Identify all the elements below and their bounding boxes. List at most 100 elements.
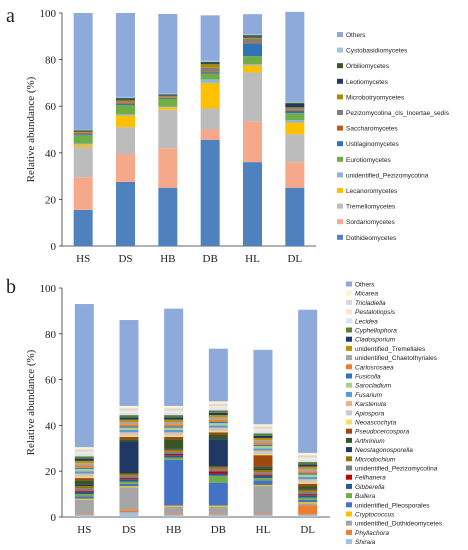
panel-label: b: [6, 276, 16, 298]
bar-segment: [119, 478, 139, 480]
legend-label: Sarocladium: [355, 383, 392, 390]
bar-segment: [164, 432, 184, 434]
bar-segment: [253, 513, 273, 515]
bar-segment: [298, 466, 318, 469]
bar-segment: [158, 148, 178, 188]
bar-segment: [298, 499, 318, 503]
bar-segment: [119, 410, 139, 413]
bar-segment: [164, 505, 184, 507]
bar-segment: [243, 14, 262, 34]
bar-segment: [253, 428, 273, 432]
legend-swatch: [346, 428, 352, 434]
bar-segment: [73, 129, 93, 131]
legend-swatch: [337, 172, 343, 178]
bar-segment: [298, 488, 318, 490]
legend-swatch: [346, 401, 352, 407]
bar-segment: [298, 476, 318, 480]
x-tick-label: DS: [118, 253, 132, 265]
bar-segment: [243, 162, 262, 246]
legend-swatch: [346, 336, 352, 342]
bar-segment: [243, 65, 262, 73]
bar-segment: [73, 134, 93, 136]
y-tick-label: 0: [51, 512, 57, 524]
bar-segment: [243, 37, 262, 39]
legend-swatch: [346, 318, 352, 324]
bar-segment: [208, 482, 228, 506]
bar-segment: [243, 56, 262, 65]
bar-segment: [243, 121, 262, 163]
bar-segment: [298, 503, 318, 506]
bar-segment: [116, 102, 135, 104]
bar-segment: [119, 486, 139, 488]
x-tick-label: HL: [256, 524, 271, 536]
legend-label: Bullera: [355, 493, 376, 500]
bar-segment: [119, 439, 139, 442]
bar-segment: [116, 153, 135, 182]
bar-segment: [298, 480, 318, 483]
bar-segment: [158, 94, 178, 96]
bar-segment: [119, 408, 139, 411]
bar-segment: [200, 64, 220, 68]
bar-segment: [119, 405, 139, 409]
bar-segment: [253, 472, 273, 475]
x-tick-label: HB: [160, 253, 175, 265]
legend-label: Saccharomycetes: [346, 126, 398, 133]
legend-swatch: [346, 502, 352, 508]
bar-segment: [164, 449, 184, 452]
bar-segment: [298, 309, 318, 453]
bar-segment: [253, 349, 273, 425]
bar-segment: [74, 490, 94, 492]
bar-segment: [200, 60, 220, 62]
bar-segment: [208, 412, 228, 416]
y-tick-label: 40: [45, 148, 57, 160]
bar-segment: [298, 468, 318, 472]
bar-segment: [119, 435, 139, 437]
bar-segment: [73, 130, 93, 132]
bar-segment: [208, 415, 228, 418]
bar-segment: [285, 103, 305, 108]
legend-label: unidentified_Dothideomycetes: [355, 521, 443, 528]
bar-segment: [253, 433, 273, 436]
legend-label: Pseudocercospora: [355, 429, 410, 436]
legend-label: Lecanoromycetes: [346, 188, 398, 195]
bar-segment: [253, 486, 273, 514]
bar-segment: [116, 100, 135, 102]
bar-segment: [158, 187, 178, 246]
bar-segment: [200, 108, 220, 130]
bar-segment: [164, 506, 184, 514]
legend-label: Shiraia: [355, 539, 376, 546]
bar-segment: [243, 72, 262, 122]
legend-swatch: [346, 290, 352, 296]
bar-segment: [208, 475, 228, 483]
legend-label: Dothideomycetes: [346, 235, 397, 242]
bar-segment: [285, 107, 305, 109]
bar-segment: [116, 13, 135, 97]
bar-segment: [253, 450, 273, 452]
legend-label: Cyphellophora: [355, 328, 397, 335]
bar-segment: [298, 495, 318, 498]
bar-segment: [298, 459, 318, 463]
bar-segment: [208, 432, 228, 435]
bar-segment: [116, 105, 135, 115]
bar-segment: [164, 454, 184, 456]
bar-segment: [253, 431, 273, 434]
legend-label: unidentified_Tremellales: [355, 346, 426, 353]
bar-segment: [74, 454, 94, 457]
legend-label: Leotiomycetes: [346, 79, 389, 86]
bar-segment: [208, 408, 228, 411]
bar-segment: [298, 474, 318, 477]
bar-segment: [164, 439, 184, 449]
legend-swatch: [337, 203, 343, 209]
bar-segment: [208, 401, 228, 404]
legend-label: Microbotryomycetes: [346, 94, 405, 101]
y-axis-label: Relative abundance (%): [25, 349, 37, 455]
legend-swatch: [337, 156, 343, 162]
legend-swatch: [346, 281, 352, 287]
bar-segment: [208, 348, 228, 402]
legend-label: Pestalotiopsis: [355, 309, 396, 316]
bar-segment: [298, 497, 318, 500]
bar-segment: [253, 424, 273, 427]
legend-label: unidentified_Pleosporales: [355, 502, 430, 509]
legend-swatch: [337, 188, 343, 193]
legend-swatch: [337, 32, 343, 37]
